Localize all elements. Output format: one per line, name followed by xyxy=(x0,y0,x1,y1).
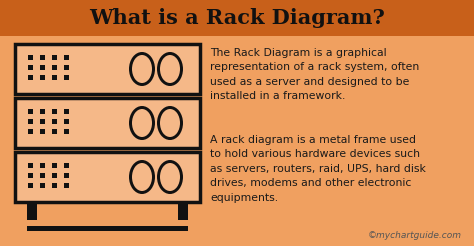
Bar xyxy=(53,55,57,60)
Bar xyxy=(15,152,200,202)
Bar xyxy=(53,75,57,79)
Bar xyxy=(53,128,57,134)
Text: The Rack Diagram is a graphical
representation of a rack system, often
used as a: The Rack Diagram is a graphical represen… xyxy=(210,48,419,101)
Ellipse shape xyxy=(129,52,155,86)
Bar xyxy=(53,183,57,187)
Bar xyxy=(64,119,70,123)
Bar xyxy=(40,119,46,123)
Ellipse shape xyxy=(157,160,183,194)
Bar xyxy=(64,183,70,187)
Bar xyxy=(40,64,46,70)
Bar xyxy=(64,163,70,168)
Bar xyxy=(28,183,34,187)
Bar xyxy=(28,75,34,79)
Bar xyxy=(40,108,46,113)
Bar xyxy=(64,108,70,113)
Bar xyxy=(28,64,34,70)
Bar xyxy=(15,98,200,148)
Ellipse shape xyxy=(129,106,155,140)
Bar xyxy=(15,44,200,94)
Text: A rack diagram is a metal frame used
to hold various hardware devices such
as se: A rack diagram is a metal frame used to … xyxy=(210,135,426,203)
Ellipse shape xyxy=(132,109,152,137)
Ellipse shape xyxy=(157,106,183,140)
Bar xyxy=(53,108,57,113)
Bar xyxy=(40,163,46,168)
Bar xyxy=(28,119,34,123)
Ellipse shape xyxy=(132,163,152,191)
Ellipse shape xyxy=(160,55,180,83)
Bar xyxy=(28,172,34,178)
Bar xyxy=(40,172,46,178)
Bar xyxy=(53,64,57,70)
Bar xyxy=(64,55,70,60)
Text: ©mychartguide.com: ©mychartguide.com xyxy=(368,231,462,240)
Bar xyxy=(53,163,57,168)
Bar xyxy=(40,55,46,60)
Ellipse shape xyxy=(160,163,180,191)
Bar xyxy=(53,172,57,178)
Bar xyxy=(178,202,188,220)
Bar xyxy=(40,75,46,79)
Text: What is a Rack Diagram?: What is a Rack Diagram? xyxy=(89,8,385,28)
Bar xyxy=(28,128,34,134)
Bar xyxy=(28,163,34,168)
Bar xyxy=(27,202,37,220)
Bar xyxy=(40,128,46,134)
Ellipse shape xyxy=(160,109,180,137)
Bar xyxy=(27,226,188,231)
Bar xyxy=(28,55,34,60)
Bar xyxy=(64,128,70,134)
Bar xyxy=(64,75,70,79)
Ellipse shape xyxy=(157,52,183,86)
Bar xyxy=(64,172,70,178)
Bar xyxy=(28,108,34,113)
Ellipse shape xyxy=(129,160,155,194)
Bar xyxy=(40,183,46,187)
Bar xyxy=(64,64,70,70)
Bar xyxy=(53,119,57,123)
Bar xyxy=(0,0,474,36)
Ellipse shape xyxy=(132,55,152,83)
